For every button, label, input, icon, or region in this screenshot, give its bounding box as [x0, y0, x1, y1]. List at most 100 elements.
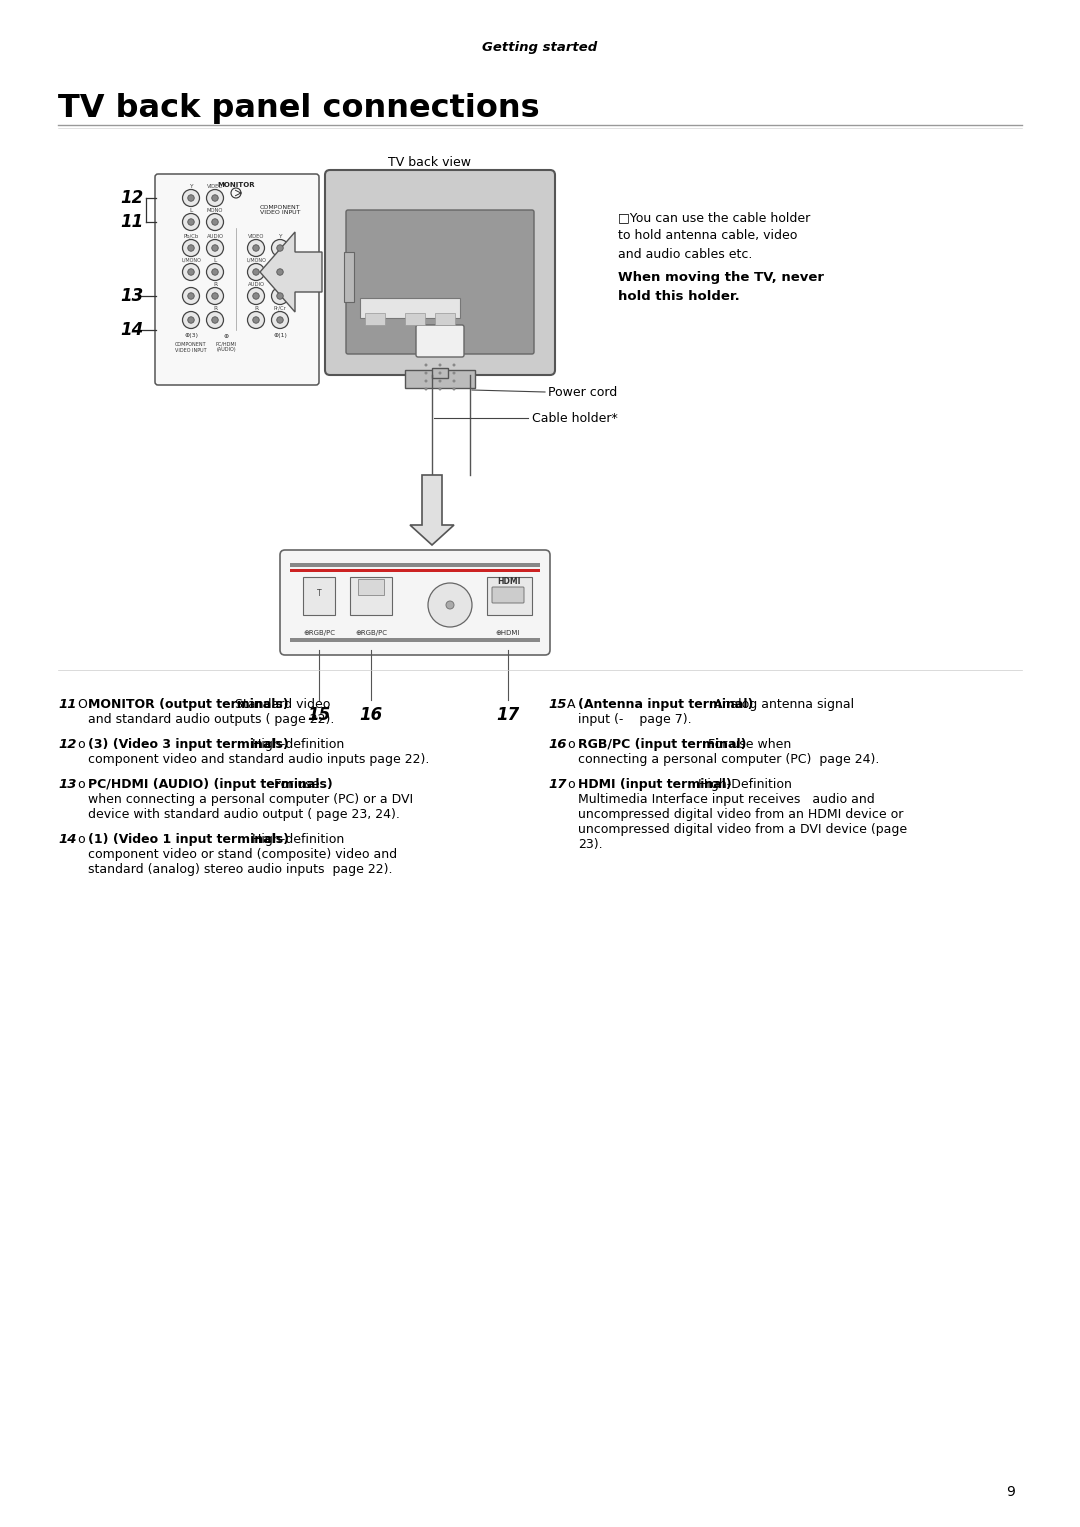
- Text: L/MONO: L/MONO: [246, 258, 266, 263]
- Circle shape: [438, 371, 442, 374]
- Text: o: o: [567, 738, 575, 751]
- Text: Power cord: Power cord: [548, 385, 618, 399]
- Circle shape: [188, 218, 194, 224]
- Bar: [435, 313, 455, 325]
- Text: 15: 15: [308, 705, 330, 724]
- Text: (Antenna input terminal): (Antenna input terminal): [578, 698, 754, 712]
- Bar: [345, 252, 354, 302]
- Text: VIDEO INPUT: VIDEO INPUT: [175, 348, 206, 353]
- Circle shape: [188, 195, 194, 202]
- Circle shape: [183, 264, 200, 281]
- Circle shape: [453, 380, 456, 382]
- Text: 14: 14: [120, 321, 144, 339]
- Circle shape: [188, 244, 194, 252]
- Text: ⊕RGB/PC: ⊕RGB/PC: [355, 631, 387, 637]
- Text: When moving the TV, never: When moving the TV, never: [618, 272, 824, 284]
- Text: Y: Y: [189, 183, 192, 188]
- Circle shape: [438, 380, 442, 382]
- Circle shape: [453, 363, 456, 366]
- Circle shape: [206, 189, 224, 206]
- FancyBboxPatch shape: [280, 550, 550, 655]
- FancyBboxPatch shape: [416, 325, 464, 357]
- Circle shape: [446, 602, 454, 609]
- Text: Getting started: Getting started: [483, 41, 597, 55]
- Circle shape: [271, 287, 288, 304]
- Text: 16: 16: [360, 705, 382, 724]
- Text: o: o: [567, 777, 575, 791]
- Text: RGB/PC (input terminal): RGB/PC (input terminal): [578, 738, 746, 751]
- Circle shape: [206, 312, 224, 328]
- Text: hold this holder.: hold this holder.: [618, 290, 740, 302]
- Text: High-definition: High-definition: [247, 738, 343, 751]
- Text: T: T: [316, 588, 322, 597]
- Text: 12: 12: [120, 189, 144, 208]
- Text: PC/HDMI: PC/HDMI: [215, 342, 237, 347]
- FancyBboxPatch shape: [346, 211, 534, 354]
- Text: 13: 13: [120, 287, 144, 305]
- Text: Pb/Cb: Pb/Cb: [184, 234, 199, 238]
- Circle shape: [183, 312, 200, 328]
- Circle shape: [188, 293, 194, 299]
- Circle shape: [206, 264, 224, 281]
- Circle shape: [253, 316, 259, 324]
- Circle shape: [276, 269, 283, 275]
- Bar: [291, 563, 540, 567]
- Text: standard (analog) stereo audio inputs  page 22).: standard (analog) stereo audio inputs pa…: [87, 863, 392, 876]
- Text: For use: For use: [270, 777, 319, 791]
- Text: R: R: [213, 281, 217, 287]
- Circle shape: [438, 388, 442, 391]
- Circle shape: [424, 363, 428, 366]
- Text: ⊕(1): ⊕(1): [273, 333, 287, 339]
- Text: □You can use the cable holder: □You can use the cable holder: [618, 212, 810, 224]
- Text: A: A: [567, 698, 576, 712]
- Bar: [303, 577, 335, 615]
- Text: input (-    page 7).: input (- page 7).: [578, 713, 691, 725]
- Circle shape: [276, 244, 283, 252]
- Circle shape: [212, 218, 218, 224]
- Circle shape: [276, 316, 283, 324]
- Circle shape: [253, 244, 259, 252]
- Bar: [360, 298, 460, 318]
- FancyBboxPatch shape: [492, 586, 524, 603]
- Bar: [487, 577, 532, 615]
- Text: 16: 16: [548, 738, 567, 751]
- Text: TV back view: TV back view: [389, 156, 472, 169]
- Text: when connecting a personal computer (PC) or a DVI: when connecting a personal computer (PC)…: [87, 793, 414, 806]
- Circle shape: [183, 287, 200, 304]
- Circle shape: [424, 388, 428, 391]
- Text: ⊕: ⊕: [224, 333, 229, 339]
- Text: MONITOR: MONITOR: [217, 182, 255, 188]
- Circle shape: [206, 287, 224, 304]
- FancyBboxPatch shape: [156, 174, 319, 385]
- Circle shape: [183, 214, 200, 231]
- Text: Cable holder*: Cable holder*: [532, 411, 618, 425]
- Polygon shape: [260, 232, 322, 312]
- Circle shape: [212, 195, 218, 202]
- Text: and standard audio outputs ( page 22).: and standard audio outputs ( page 22).: [87, 713, 335, 725]
- Text: 15: 15: [548, 698, 567, 712]
- Text: MONITOR (output terminals): MONITOR (output terminals): [87, 698, 288, 712]
- Bar: [405, 370, 475, 388]
- Circle shape: [453, 388, 456, 391]
- Text: R: R: [213, 305, 217, 310]
- Text: Standard video: Standard video: [231, 698, 330, 712]
- Bar: [432, 368, 448, 379]
- Text: device with standard audio output ( page 23, 24).: device with standard audio output ( page…: [87, 808, 400, 822]
- Text: High-definition: High-definition: [247, 834, 343, 846]
- Text: COMPONENT
VIDEO INPUT: COMPONENT VIDEO INPUT: [259, 205, 300, 215]
- Bar: [350, 577, 392, 615]
- Circle shape: [188, 316, 194, 324]
- Text: L: L: [189, 209, 192, 214]
- Circle shape: [183, 240, 200, 257]
- Text: Y: Y: [279, 234, 282, 238]
- Circle shape: [438, 363, 442, 366]
- Circle shape: [453, 371, 456, 374]
- Text: AUDIO: AUDIO: [206, 234, 224, 238]
- Text: component video or stand (composite) video and: component video or stand (composite) vid…: [87, 847, 397, 861]
- Circle shape: [206, 240, 224, 257]
- Circle shape: [212, 269, 218, 275]
- Text: 17: 17: [548, 777, 567, 791]
- Circle shape: [253, 269, 259, 275]
- Text: VIDEO: VIDEO: [247, 234, 265, 238]
- Text: Multimedia Interface input receives   audio and: Multimedia Interface input receives audi…: [578, 793, 875, 806]
